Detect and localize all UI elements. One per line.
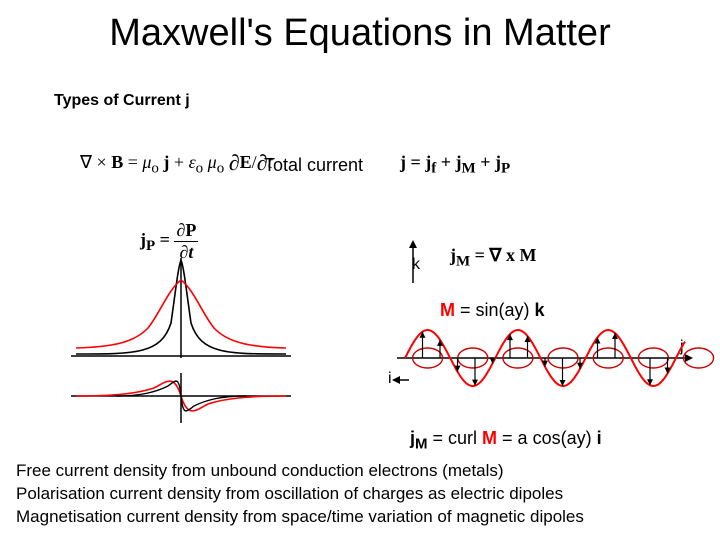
left-chart xyxy=(56,248,306,438)
right-chart xyxy=(395,238,695,413)
footer-line-2: Polarisation current density from oscill… xyxy=(16,483,584,506)
jm-curl-equation: jM = curl M = a cos(ay) i xyxy=(410,428,602,453)
footer-text: Free current density from unbound conduc… xyxy=(16,460,584,529)
left-chart-svg xyxy=(56,248,306,438)
right-chart-svg xyxy=(395,238,695,418)
footer-line-3: Magnetisation current density from space… xyxy=(16,506,584,529)
total-current-eq: j = jf + jM + jP xyxy=(400,152,510,178)
subtitle: Types of Current j xyxy=(54,92,190,110)
total-current-label: Total current xyxy=(264,155,363,176)
page-title: Maxwell's Equations in Matter xyxy=(0,12,720,55)
footer-line-1: Free current density from unbound conduc… xyxy=(16,460,584,483)
maxwell-equation: ∇ × B = μo j + εo μo ∂E/∂t xyxy=(80,148,273,178)
i-axis-label: i xyxy=(388,370,392,388)
